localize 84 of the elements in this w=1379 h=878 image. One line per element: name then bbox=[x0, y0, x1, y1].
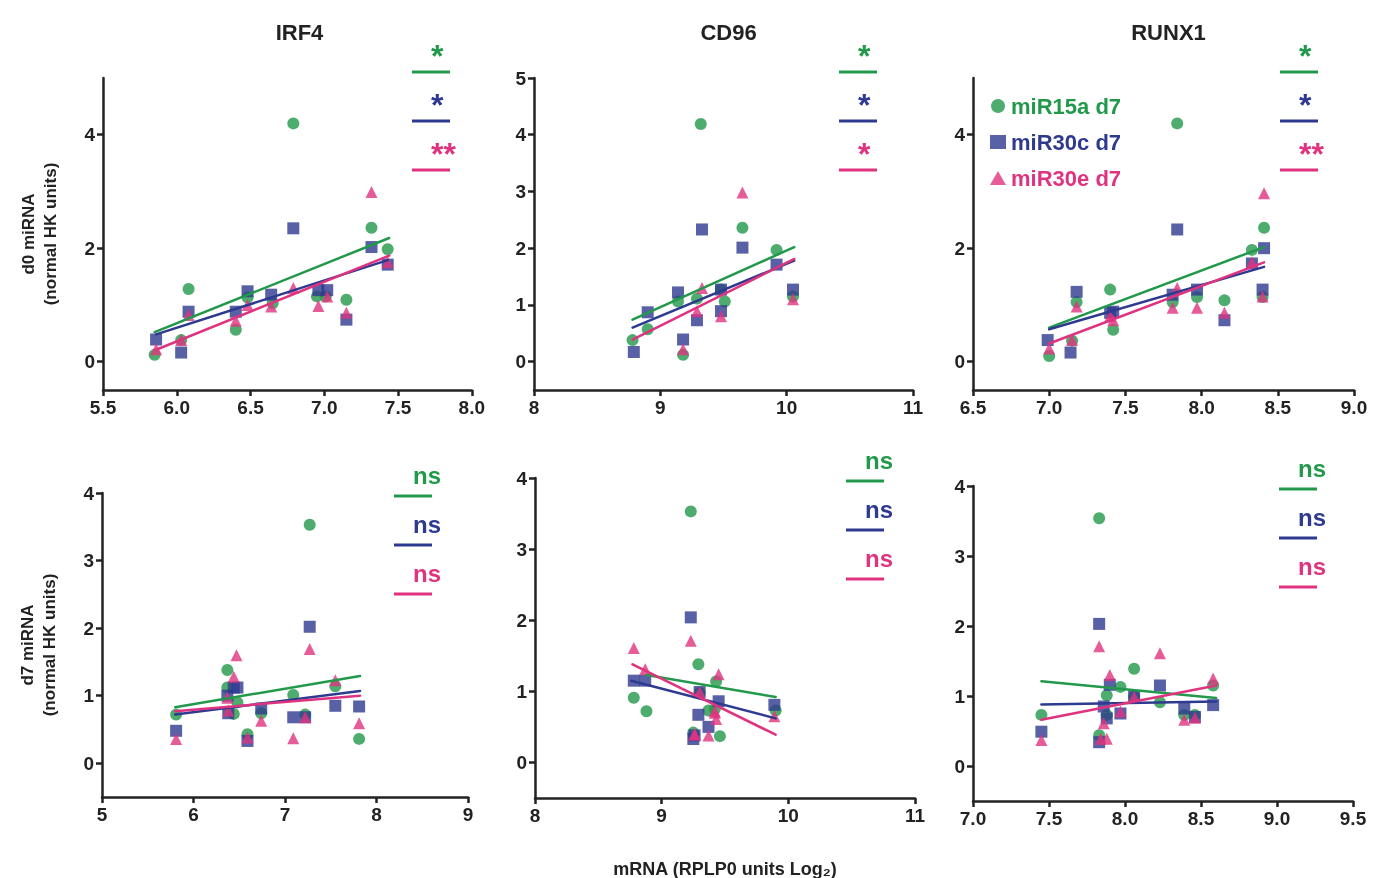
y-tick-label: 0 bbox=[954, 351, 965, 373]
x-tick-label: 7.5 bbox=[384, 397, 412, 418]
y-tick-label: 4 bbox=[516, 467, 528, 489]
legend-label: miR30e d7 bbox=[1011, 165, 1122, 191]
text: * bbox=[858, 38, 871, 74]
y-tick-label: 1 bbox=[83, 685, 95, 707]
y-tick-label: 2 bbox=[515, 237, 526, 259]
x-tick-label: 11 bbox=[904, 805, 926, 826]
legend-label: miR30c d7 bbox=[1011, 129, 1122, 155]
y-tick-label: 1 bbox=[515, 294, 527, 316]
x-tick-label: 8.5 bbox=[1187, 808, 1215, 829]
y-tick-label: 2 bbox=[954, 615, 965, 637]
x-tick-label: 5.5 bbox=[89, 397, 117, 418]
x-tick-label: 8 bbox=[529, 805, 541, 826]
chart-title: CD96 bbox=[700, 19, 757, 45]
y-tick-label: 3 bbox=[516, 538, 527, 560]
y-tick-label: 2 bbox=[83, 617, 94, 639]
y-tick-label: 1 bbox=[516, 680, 528, 702]
annotation: ** bbox=[1299, 136, 1325, 172]
y-tick-label: 0 bbox=[954, 755, 965, 777]
annotation: ns bbox=[865, 544, 894, 572]
annotation: * bbox=[431, 87, 444, 123]
annotation: ** bbox=[431, 136, 457, 172]
y-tick-label: 0 bbox=[516, 751, 527, 773]
x-tick-label: 7 bbox=[279, 804, 291, 825]
y-axis-title: d7 miRNA (normal HK units) bbox=[17, 573, 59, 717]
y-tick-label: 1 bbox=[954, 685, 966, 707]
x-tick-label: 10 bbox=[777, 805, 799, 826]
y-tick-label: 2 bbox=[84, 237, 95, 259]
x-tick-label: 9.5 bbox=[1339, 808, 1367, 829]
x-tick-label: 8.5 bbox=[1264, 397, 1292, 418]
x-tick-label: 7.5 bbox=[1035, 808, 1063, 829]
y-tick-label: 5 bbox=[515, 67, 527, 89]
text: * bbox=[431, 38, 444, 74]
y-tick-label: 4 bbox=[83, 482, 95, 504]
annotation: ns bbox=[413, 559, 442, 587]
x-tick-label: 6 bbox=[188, 804, 199, 825]
x-tick-label: 8.0 bbox=[1188, 397, 1215, 418]
x-tick-label: 9 bbox=[656, 805, 667, 826]
x-tick-label: 8 bbox=[528, 397, 540, 418]
x-tick-label: 9 bbox=[655, 397, 666, 418]
x-tick-label: 9.0 bbox=[1340, 397, 1368, 418]
text: ns bbox=[865, 446, 894, 474]
y-tick-label: 3 bbox=[515, 180, 526, 202]
chart-title: RUNX1 bbox=[1131, 19, 1206, 45]
text: * bbox=[1299, 38, 1312, 74]
chart-title: IRF4 bbox=[275, 19, 325, 45]
x-tick-label: 8.0 bbox=[458, 397, 485, 418]
annotation: * bbox=[1299, 87, 1312, 123]
annotation: * bbox=[858, 87, 871, 123]
x-tick-label: 8.0 bbox=[1111, 808, 1139, 829]
annotation: ns bbox=[413, 510, 442, 538]
legend-label: miR15a d7 bbox=[1011, 93, 1122, 119]
y-tick-label: 4 bbox=[515, 124, 527, 146]
y-tick-label: 3 bbox=[954, 545, 965, 567]
x-tick-label: 10 bbox=[776, 397, 798, 418]
x-tick-label: 9 bbox=[462, 804, 474, 825]
annotation: ns bbox=[865, 495, 894, 523]
y-tick-label: 0 bbox=[83, 752, 94, 774]
annotation: ns bbox=[1298, 503, 1327, 531]
x-tick-label: 8 bbox=[371, 804, 382, 825]
x-tick-label: 6.5 bbox=[959, 397, 987, 418]
y-tick-label: 2 bbox=[954, 237, 965, 259]
annotation: ns bbox=[1298, 552, 1327, 580]
y-tick-label: 0 bbox=[515, 351, 526, 373]
x-tick-label: 6.0 bbox=[163, 397, 190, 418]
x-tick-label: 7.5 bbox=[1112, 397, 1140, 418]
text: ns bbox=[413, 461, 442, 489]
x-tick-label: 9.0 bbox=[1263, 808, 1291, 829]
text: ns bbox=[1298, 454, 1327, 482]
y-axis-title: d0 miRNA (normal HK units) bbox=[18, 162, 60, 306]
y-tick-label: 2 bbox=[516, 609, 527, 631]
x-tick-label: 7.0 bbox=[959, 808, 987, 829]
x-tick-label: 7.0 bbox=[311, 397, 338, 418]
y-tick-label: 4 bbox=[84, 124, 96, 146]
y-tick-label: 4 bbox=[954, 124, 966, 146]
x-axis-title: mRNA (RPLP0 units Log₂) bbox=[613, 859, 837, 878]
y-tick-label: 0 bbox=[84, 351, 95, 373]
y-tick-label: 3 bbox=[83, 550, 94, 572]
x-tick-label: 6.5 bbox=[237, 397, 265, 418]
y-tick-label: 4 bbox=[954, 475, 966, 497]
x-tick-label: 7.0 bbox=[1035, 397, 1063, 418]
x-tick-label: 11 bbox=[902, 397, 924, 418]
annotation: * bbox=[858, 136, 871, 172]
